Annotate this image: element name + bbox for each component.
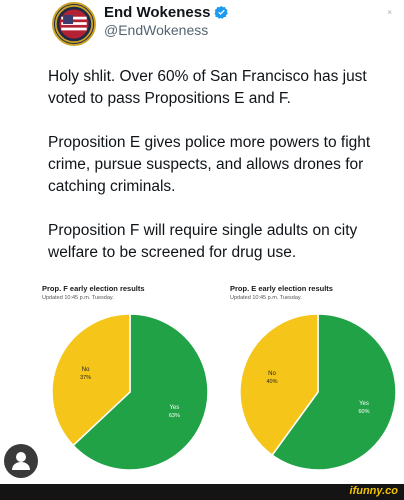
- pie-slice-yes: [72, 313, 209, 471]
- user-profile-button[interactable]: [4, 444, 38, 478]
- pie-label-no: No: [268, 371, 276, 377]
- pie-label-no: No: [82, 367, 90, 373]
- pie-slice-no: [239, 313, 319, 457]
- pie-value-no: 37%: [80, 375, 91, 381]
- pie-value-yes: 60%: [358, 409, 369, 415]
- tweet-paragraph: Proposition F will require single adults…: [48, 222, 358, 261]
- watermark-bar: ifunny.co: [0, 484, 404, 500]
- prop-f-pie: Yes 63% No 37%: [51, 313, 209, 471]
- user-profile-icon: [12, 452, 30, 470]
- prop-f-chart: Prop. F early election results Updated 1…: [42, 284, 222, 484]
- close-icon[interactable]: ×: [387, 8, 392, 17]
- user-handle[interactable]: @EndWokeness: [104, 22, 209, 38]
- pie-value-no: 40%: [266, 379, 277, 385]
- tweet-paragraph: Holy shlit. Over 60% of San Francisco ha…: [48, 68, 367, 107]
- chart-subtitle: Updated 10:45 p.m. Tuesday.: [230, 295, 302, 301]
- display-name[interactable]: End Wokeness: [104, 4, 211, 21]
- pie-label-yes: Yes: [359, 401, 369, 407]
- pie-slice-no: [51, 313, 131, 447]
- pie-slice-yes: [271, 313, 397, 471]
- chart-title: Prop. E early election results: [230, 284, 333, 293]
- verified-badge-icon: [214, 5, 229, 19]
- chart-title: Prop. F early election results: [42, 284, 145, 293]
- pie-label-yes: Yes: [169, 405, 179, 411]
- pie-value-yes: 63%: [169, 413, 180, 419]
- patriot-badge-avatar[interactable]: [52, 2, 96, 46]
- tweet-header: End Wokeness @EndWokeness ×: [36, 2, 396, 50]
- avatar-badge-icon: [54, 4, 94, 44]
- prop-e-pie: Yes 60% No 40%: [239, 313, 397, 471]
- tweet-text: Holy shlit. Over 60% of San Francisco ha…: [48, 66, 392, 264]
- attached-image[interactable]: Prop. F early election results Updated 1…: [38, 284, 404, 484]
- watermark-text: ifunny.co: [349, 485, 398, 497]
- chart-subtitle: Updated 10:45 p.m. Tuesday.: [42, 295, 114, 301]
- prop-e-chart: Prop. E early election results Updated 1…: [230, 284, 404, 484]
- tweet-paragraph: Proposition E gives police more powers t…: [48, 134, 371, 195]
